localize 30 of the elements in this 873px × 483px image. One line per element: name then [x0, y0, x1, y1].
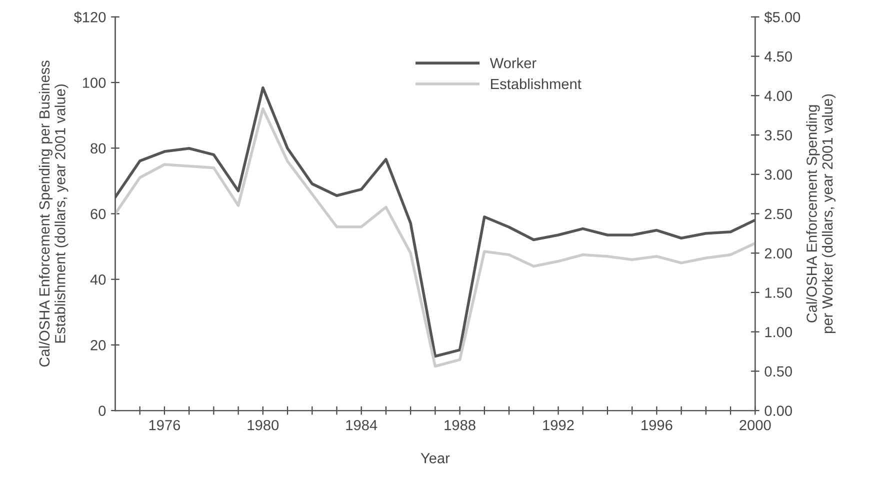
x-tick-label: 1984	[346, 420, 378, 430]
x-tick-label: 1980	[248, 420, 279, 430]
y2-tick-label: 3.50	[764, 130, 792, 140]
x-tick-label: 2000	[740, 420, 771, 430]
y-tick-label: 40	[90, 274, 106, 285]
y-tick-label: 80	[90, 143, 106, 154]
legend-label: Establishment	[491, 78, 582, 90]
y2-tick-label: 0.50	[764, 366, 792, 377]
y-tick-label: 100	[82, 78, 106, 88]
y2-tick-label: 0.00	[764, 406, 792, 416]
x-tick-label: 1992	[543, 420, 574, 430]
y2-tick-label: 3.00	[764, 169, 792, 180]
y-axis-title: Cal/OSHA Enforcement Spending per Business Establishment (dollars, year 2001 value)	[38, 60, 68, 367]
y2-tick-label: 2.50	[764, 208, 792, 220]
y-tick-label: 0	[98, 406, 106, 416]
x-tick-label: 1976	[149, 420, 180, 430]
y2-tick-label: 4.00	[764, 90, 792, 102]
y2-tick-label: 1.00	[765, 326, 792, 338]
legend-label: Worker	[490, 58, 536, 68]
y-tick-label: $120	[74, 11, 106, 24]
x-axis-title: Year	[420, 453, 450, 464]
y-tick-label: 60	[90, 208, 106, 220]
x-tick-label: 1988	[444, 420, 476, 430]
y2-tick-label: 2.00	[764, 248, 792, 259]
y2-tick-label: 1.50	[765, 288, 792, 298]
y2-tick-label: 4.50	[764, 51, 792, 62]
y-tick-label: 20	[90, 340, 106, 350]
y2-axis-title: Cal/OSHA Enforcement Spending per Worker (dollars, year 2001 value)	[806, 94, 836, 334]
x-tick-label: 1996	[642, 420, 672, 430]
y2-tick-label: $5.00	[764, 11, 800, 24]
